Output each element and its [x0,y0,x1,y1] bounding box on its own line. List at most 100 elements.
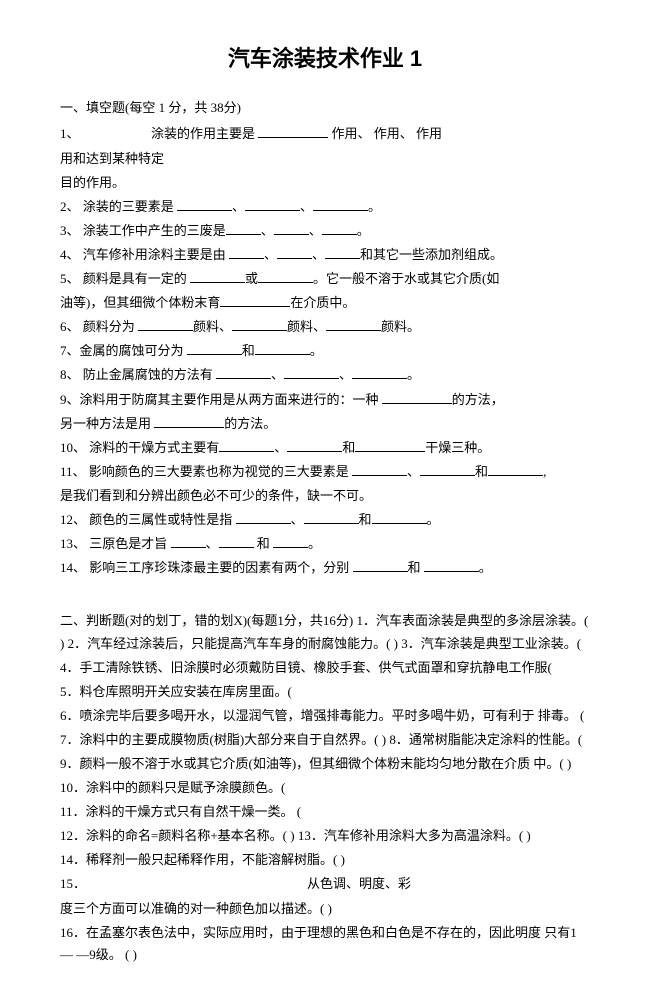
q1-text2: 作用、 作用、 作用 [328,126,442,141]
blank [190,269,245,283]
page-title: 汽车涂装技术作业 1 [60,40,590,77]
q6-mid2: 颜料、 [287,319,326,334]
q14-end: 。 [479,560,492,575]
blank [220,293,290,307]
q3: 3、 涂装工作中产生的三废是、、。 [60,220,590,242]
q1-text1: 涂装的作用主要是 [151,126,258,141]
q13: 13、 三原色是才旨 、 和 。 [60,533,590,555]
q7-mid: 和 [242,343,255,358]
blank [245,197,300,211]
blank [273,534,308,548]
blank [287,438,342,452]
q13-end: 。 [308,536,321,551]
s2-q15b: 从色调、明度、彩 [307,876,411,891]
q9-line2b: 的方法。 [224,416,276,431]
q12-end: 。 [427,512,440,527]
q10-end: 干燥三种。 [425,440,490,455]
blank [488,462,543,476]
s2-q4: 4．手工清除铁锈、旧涂膜时必须戴防目镜、橡胶手套、供气式面罩和穿抗静电工作服( [60,657,590,679]
q5-line2b: 在介质中。 [290,295,355,310]
q5-after: 。它一般不溶于水或其它介质(如 [313,271,499,286]
q2-text: 2、 涂装的三要素是 [60,199,177,214]
q6-end: 颜料。 [381,319,420,334]
s2-q15: 15． 从色调、明度、彩 [60,873,590,895]
q2: 2、 涂装的三要素是 、 、 。 [60,196,590,218]
q5-line2a: 油等)，但其细微个体粉末育 [60,295,220,310]
q12-text: 12、 颜色的三属性或特性是指 [60,512,236,527]
q11-sep1: 、 [407,464,420,479]
q2-sep2: 、 [300,199,313,214]
q5-line2: 油等)，但其细微个体粉末育 在介质中。 [60,292,590,314]
blank [255,341,310,355]
blank [219,534,254,548]
blank [313,197,368,211]
q11-text: 11、 影响颜色的三大要素也称为视觉的三大要素是 [60,464,352,479]
q8-sep1: 、 [271,367,284,382]
blank [154,414,224,428]
q13-mid: 和 [254,536,274,551]
q7-end: 。 [310,343,323,358]
q4-sep2: 、 [312,247,325,262]
blank [219,438,274,452]
q2-end: 。 [368,199,381,214]
s2-q16: 16．在孟塞尔表色法中，实际应用时，由于理想的黑色和白色是不存在的，因此明度 只… [60,922,590,966]
q2-sep1: 、 [232,199,245,214]
q1-num: 1、 [60,126,80,141]
q9-end: 的方法， [452,392,504,407]
q4: 4、 汽车修补用涂料主要是由 、、和其它一些添加剂组成。 [60,244,590,266]
q8-sep2: 、 [339,367,352,382]
q10-mid: 和 [342,440,355,455]
q10-sep1: 、 [274,440,287,455]
q3-text: 3、 涂装工作中产生的三废是 [60,223,226,238]
q1: 1、 涂装的作用主要是 作用、 作用、 作用 [60,123,590,145]
q12-sep1: 、 [291,512,304,527]
blank [420,462,475,476]
q9-text: 9、涂料用于防腐其主要作用是从两方面来进行的：一种 [60,392,382,407]
blank [355,438,425,452]
q6-mid1: 颜料、 [193,319,232,334]
q13-text: 13、 三原色是才旨 [60,536,171,551]
blank [258,124,328,138]
blank [326,317,381,331]
blank [274,221,309,235]
blank [232,317,287,331]
q3-sep2: 、 [309,223,322,238]
section2-heading: 二、判断题(对的划丁，错的划X)(每题1分，共16分) 1．汽车表面涂装是典型的… [60,610,590,654]
blank [187,341,242,355]
q10: 10、 涂料的干燥方式主要有 、 和 干燥三种。 [60,437,590,459]
q5-mid: 或 [245,271,258,286]
blank [382,390,452,404]
s2-q10: 10．涂料中的颜料只是赋予涂膜颜色。( [60,777,590,799]
blank [325,245,360,259]
q11: 11、 影响颜色的三大要素也称为视觉的三大要素是 、 和, [60,461,590,483]
q14: 14、 影响三工序珍珠漆最主要的因素有两个，分别 和 。 [60,557,590,579]
q4-sep1: 、 [264,247,277,262]
q14-mid: 和 [408,560,424,575]
blank [229,245,264,259]
blank [352,365,407,379]
q11-mid: 和 [475,464,488,479]
q8: 8、 防止金属腐蚀的方法有 、、。 [60,364,590,386]
blank [171,534,206,548]
blank [284,365,339,379]
s2-q14: 14．稀释剂一般只起稀释作用，不能溶解树脂。( ) [60,849,590,871]
s2-q9: 9．颜料一般不溶于水或其它介质(如油等)，但其细微个体粉末能均匀地分散在介质 中… [60,753,590,775]
q4-end: 和其它一些添加剂组成。 [360,247,503,262]
s2-q5: 5．料仓库照明开关应安装在库房里面。( [60,681,590,703]
q11-end: , [543,464,546,479]
q9: 9、涂料用于防腐其主要作用是从两方面来进行的：一种 的方法， [60,389,590,411]
s2-q6: 6．喷涂完毕后要多喝开水，以湿润气管，增强排毒能力。平时多喝牛奶，可有利于 排毒… [60,705,590,727]
q9-line2: 另一种方法是用 的方法。 [60,413,590,435]
blank [216,365,271,379]
blank [138,317,193,331]
blank [304,510,359,524]
q7-text: 7、金属的腐蚀可分为 [60,343,187,358]
s2-q7: 7．涂料中的主要成膜物质(树脂)大部分来自于自然界。( ) 8．通常树脂能决定涂… [60,729,590,751]
q10-text: 10、 涂料的干燥方式主要有 [60,440,219,455]
blank [353,558,408,572]
q6: 6、 颜料分为 颜料、颜料、颜料。 [60,316,590,338]
blank [258,269,313,283]
q9-line2a: 另一种方法是用 [60,416,154,431]
blank [352,462,407,476]
s2-q12: 12．涂料的命名=颜料名称+基本名称。( ) 13．汽车修补用涂料大多为高温涂料… [60,825,590,847]
